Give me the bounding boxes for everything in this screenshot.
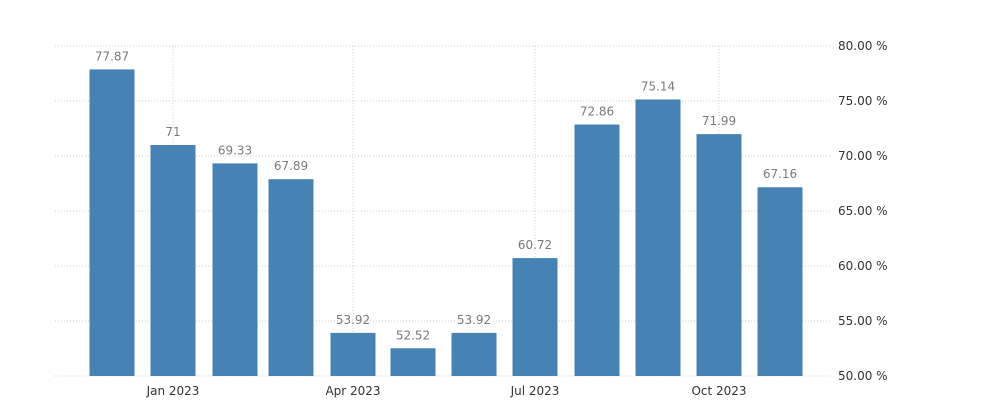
data-label: 69.33 bbox=[218, 143, 252, 157]
bar-series bbox=[89, 69, 803, 377]
y-axis: 50.00 % 55.00 % 60.00 % 65.00 % 70.00 % 75.00… bbox=[838, 39, 888, 383]
data-label: 77.87 bbox=[95, 49, 129, 63]
y-tick-label: 80.00 % bbox=[838, 39, 888, 53]
y-tick-label: 65.00 % bbox=[838, 204, 888, 218]
bar bbox=[268, 179, 314, 376]
data-label: 53.92 bbox=[457, 313, 491, 327]
data-label: 72.86 bbox=[580, 105, 614, 119]
y-tick-label: 50.00 % bbox=[838, 369, 888, 383]
x-axis: Jan 2023 Apr 2023 Jul 2023 Oct 2023 bbox=[146, 384, 747, 398]
x-tick-label: Oct 2023 bbox=[691, 384, 746, 398]
bar bbox=[512, 258, 558, 376]
y-tick-label: 60.00 % bbox=[838, 259, 888, 273]
data-label: 52.52 bbox=[396, 328, 430, 342]
data-label: 67.89 bbox=[274, 159, 308, 173]
y-tick-label: 55.00 % bbox=[838, 314, 888, 328]
data-labels: 77.87 71 69.33 67.89 53.92 52.52 53.92 60.72 72.… bbox=[95, 49, 797, 342]
data-label: 75.14 bbox=[641, 79, 675, 93]
x-tick-label: Jan 2023 bbox=[146, 384, 200, 398]
data-label: 53.92 bbox=[336, 313, 370, 327]
data-label: 71 bbox=[165, 125, 180, 139]
bar bbox=[635, 99, 681, 377]
bar bbox=[696, 134, 742, 376]
x-tick-label: Jul 2023 bbox=[510, 384, 560, 398]
bar bbox=[212, 163, 258, 376]
bar bbox=[574, 124, 620, 376]
bar bbox=[150, 145, 196, 376]
y-tick-label: 75.00 % bbox=[838, 94, 888, 108]
data-label: 67.16 bbox=[763, 167, 797, 181]
x-tick-label: Apr 2023 bbox=[325, 384, 380, 398]
bar bbox=[89, 69, 135, 377]
data-label: 60.72 bbox=[518, 238, 552, 252]
bar bbox=[757, 187, 803, 376]
data-label: 71.99 bbox=[702, 114, 736, 128]
bar bbox=[390, 348, 436, 376]
y-tick-label: 70.00 % bbox=[838, 149, 888, 163]
bar bbox=[451, 332, 497, 376]
bar bbox=[330, 332, 376, 376]
